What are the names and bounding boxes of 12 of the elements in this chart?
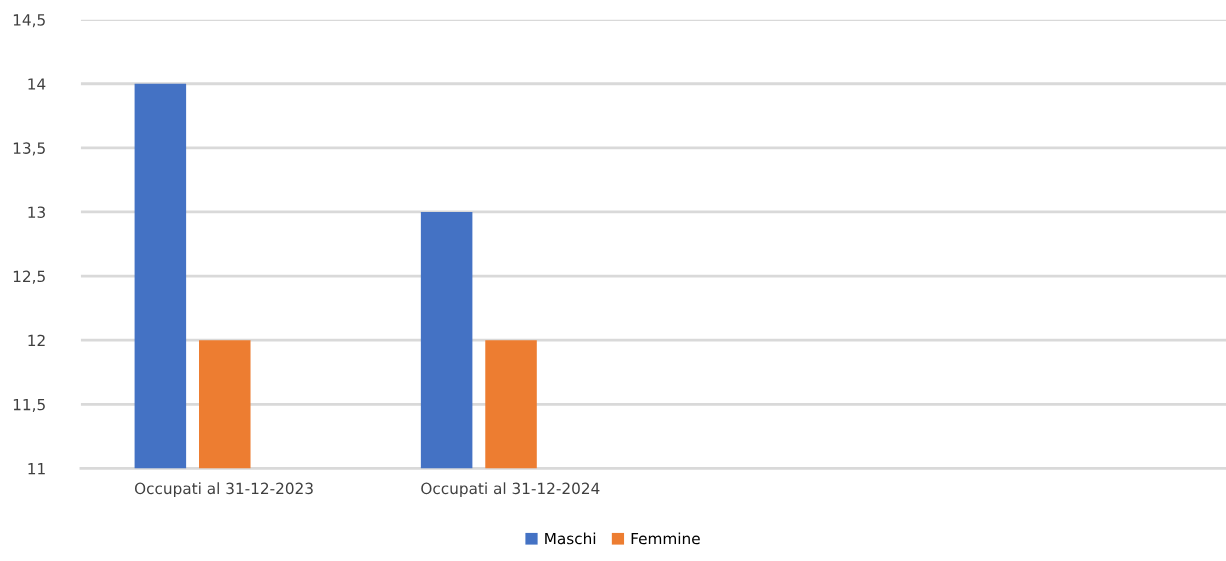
x-tick-label: Occupati al 31-12-2023 — [134, 482, 313, 498]
y-tick-label: 13,5 — [13, 142, 45, 156]
y-tick-label: 12 — [28, 334, 45, 347]
x-tick-label: Occupati al 31-12-2024 — [421, 482, 600, 498]
y-tick-label: 12,5 — [13, 270, 45, 284]
y-tick-label: 13 — [28, 206, 45, 218]
y-tick-label: 11 — [28, 463, 45, 475]
y-tick-label: 14 — [28, 78, 46, 90]
y-tick-label: 11,5 — [13, 398, 45, 412]
legend-label: Femmine — [631, 532, 700, 545]
legend-label: Maschi — [545, 532, 596, 545]
y-tick-label: 14,5 — [13, 14, 45, 28]
